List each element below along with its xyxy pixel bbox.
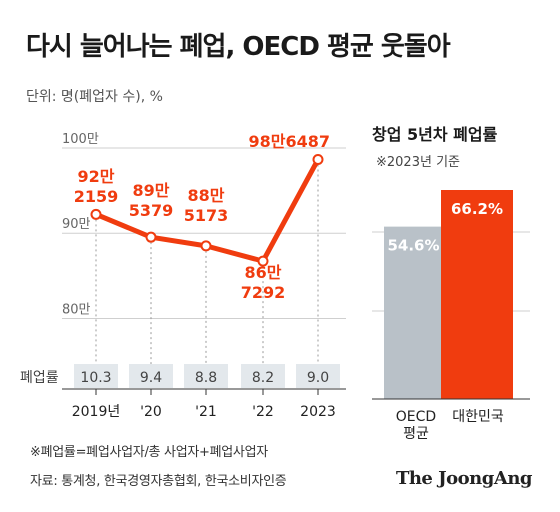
x-tick-label: 2019년 xyxy=(72,404,121,420)
x-tick-label: 2023 xyxy=(300,404,336,420)
x-tick-label: '21 xyxy=(195,404,217,420)
x-tick-label: '22 xyxy=(252,404,274,420)
data-label: 92만 xyxy=(78,167,115,186)
rate-box xyxy=(74,364,118,388)
unit-label: 단위: 명(폐업자 수), % xyxy=(26,89,163,105)
x-tick-label: '20 xyxy=(140,404,162,420)
bar-category-label: 평균 xyxy=(403,426,429,442)
bar-value-label: 54.6% xyxy=(387,237,439,255)
rate-box xyxy=(296,364,340,388)
brand-logo: The JoongAng xyxy=(395,468,533,489)
bar xyxy=(384,226,451,399)
y-tick-label: 90만 xyxy=(62,217,91,232)
bar-category-label: 대한민국 xyxy=(452,409,504,425)
chart-title: 다시 늘어나는 폐업, OECD 평균 웃돌아 xyxy=(26,32,451,62)
rate-value: 8.8 xyxy=(195,370,217,386)
rate-value: 9.0 xyxy=(307,370,329,386)
data-label: 5379 xyxy=(129,201,174,220)
footnote: ※폐업률=폐업사업자/총 사업자+폐업사업자 xyxy=(30,445,268,460)
data-point xyxy=(257,255,269,267)
rate-row-label: 폐업률 xyxy=(20,370,59,386)
data-point xyxy=(200,240,212,252)
y-tick-label: 80만 xyxy=(62,302,91,317)
rate-value: 10.3 xyxy=(80,370,111,386)
data-point xyxy=(312,154,324,166)
rate-box xyxy=(241,364,285,388)
bar-chart-title: 창업 5년차 폐업률 xyxy=(372,125,498,144)
data-label: 88만 xyxy=(188,186,225,205)
data-label: 89만 xyxy=(133,181,170,200)
rate-value: 8.2 xyxy=(252,370,274,386)
rate-box xyxy=(184,364,228,388)
data-label: 86만 xyxy=(245,263,282,282)
bar xyxy=(441,190,513,399)
rate-value: 9.4 xyxy=(140,370,162,386)
data-label: 5173 xyxy=(184,206,229,225)
source-note: 자료: 통계청, 한국경영자총협회, 한국소비자인증 xyxy=(30,474,287,489)
bar-category-label: OECD xyxy=(396,409,436,425)
data-label: 2159 xyxy=(74,187,119,206)
rate-box xyxy=(129,364,173,388)
data-point xyxy=(90,208,102,220)
data-point xyxy=(145,231,157,243)
data-label: 7292 xyxy=(241,283,286,302)
data-label: 98만6487 xyxy=(248,132,330,151)
bar-chart-subtitle: ※2023년 기준 xyxy=(376,155,460,170)
y-tick-label: 100만 xyxy=(62,132,99,147)
bar-value-label: 66.2% xyxy=(451,200,503,218)
